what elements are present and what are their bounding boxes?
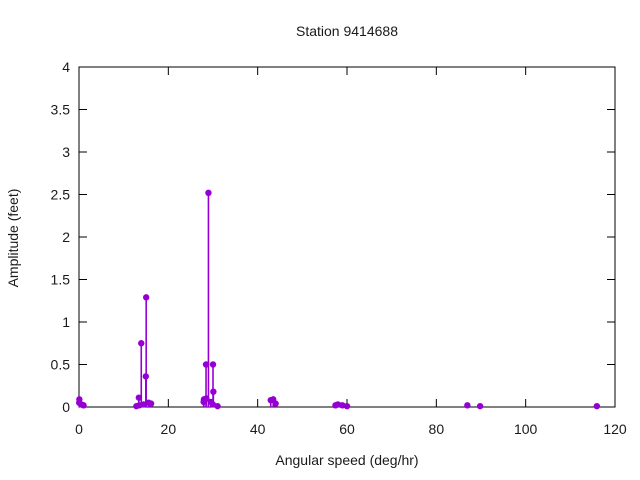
x-tick-label: 120 (603, 421, 627, 437)
data-point (210, 388, 217, 395)
data-point (138, 340, 145, 347)
data-point (209, 361, 217, 368)
x-axis-label: Angular speed (deg/hr) (275, 452, 419, 468)
y-tick-label: 0.5 (51, 357, 71, 373)
data-point (135, 394, 143, 401)
data-point (272, 400, 279, 407)
data-point (343, 402, 351, 410)
chart-title: Station 9414688 (296, 23, 398, 39)
y-tick-label: 1.5 (51, 272, 71, 288)
data-point (142, 294, 150, 301)
y-tick-label: 0 (62, 399, 70, 415)
data-point (140, 401, 147, 408)
data-point (214, 402, 221, 410)
data-point (476, 402, 484, 410)
data-point (203, 395, 210, 402)
data-point (205, 189, 212, 196)
plot-border (78, 66, 616, 408)
y-tick-label: 3 (62, 144, 70, 160)
data-point (147, 400, 155, 407)
data-point (464, 402, 471, 409)
x-tick-label: 20 (161, 421, 177, 437)
y-axis-label: Amplitude (feet) (5, 188, 21, 288)
y-tick-label: 2 (62, 229, 70, 245)
data-point (142, 373, 150, 380)
y-tick-label: 4 (62, 59, 70, 75)
y-tick-label: 2.5 (51, 187, 71, 203)
data-point (593, 402, 601, 410)
data-point (80, 402, 87, 409)
x-tick-label: 40 (250, 421, 266, 437)
y-tick-label: 3.5 (51, 102, 71, 118)
x-tick-label: 0 (75, 421, 83, 437)
data-point (202, 361, 210, 368)
data-point (76, 396, 83, 403)
x-tick-label: 100 (514, 421, 538, 437)
x-tick-label: 60 (339, 421, 355, 437)
y-tick-label: 1 (62, 314, 70, 330)
x-tick-label: 80 (429, 421, 445, 437)
